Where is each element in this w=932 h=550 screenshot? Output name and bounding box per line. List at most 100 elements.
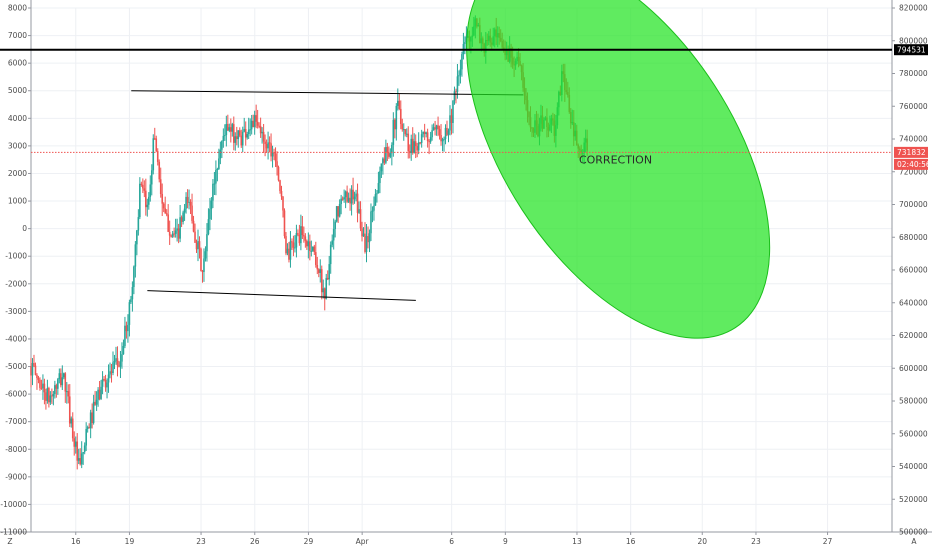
candle-up — [207, 219, 210, 235]
candle-up — [112, 362, 114, 373]
candle-down — [162, 203, 165, 209]
current-price-line-timer-badge — [894, 158, 928, 170]
candle-down — [407, 133, 410, 152]
candle-up — [147, 196, 150, 205]
candle-down — [200, 248, 202, 272]
candle-down — [153, 138, 156, 140]
left-tick-label: 6000 — [8, 59, 27, 68]
candle-up — [152, 138, 155, 171]
candle-down — [361, 228, 363, 237]
candle-up — [376, 193, 378, 195]
candle-down — [155, 138, 158, 152]
candle-up — [329, 244, 332, 265]
candle-down — [306, 240, 308, 247]
candle-down — [264, 141, 266, 145]
candle-up — [97, 389, 99, 400]
resistance-line — [131, 90, 524, 96]
candle-down — [94, 401, 96, 405]
left-tick-label: -1000 — [5, 252, 27, 261]
candle-down — [259, 126, 262, 134]
candle-up — [85, 428, 87, 446]
left-tick-label: -11000 — [0, 528, 27, 537]
candle-up — [392, 119, 395, 145]
candle-up — [425, 132, 427, 135]
candle-down — [145, 190, 147, 208]
candle-up — [385, 147, 387, 163]
candle-down — [356, 193, 359, 213]
right-tick-label: 780000 — [899, 69, 928, 78]
candle-up — [63, 373, 65, 378]
x-tick-label: 27 — [823, 537, 833, 546]
candle-up — [347, 197, 350, 202]
candle-up — [420, 134, 423, 143]
x-tick-label: 26 — [250, 537, 260, 546]
candle-up — [368, 233, 371, 243]
right-tick-label: 620000 — [899, 331, 928, 340]
candle-down — [265, 144, 268, 149]
left-tick-label: -9000 — [5, 472, 27, 481]
candle-up — [294, 247, 296, 249]
candle-up — [83, 445, 86, 453]
x-tick-label: 13 — [572, 537, 582, 546]
candle-up — [250, 120, 253, 130]
current-price-line-badge — [894, 146, 928, 158]
candle-down — [404, 129, 407, 135]
candle-up — [100, 386, 102, 399]
candle-down — [280, 191, 283, 197]
candle-down — [43, 383, 46, 393]
candle-up — [92, 401, 95, 423]
candle-up — [338, 204, 341, 217]
candle-down — [301, 226, 304, 236]
candle-up — [107, 374, 110, 383]
candle-up — [176, 228, 178, 231]
left-tick-label: -5000 — [5, 362, 27, 371]
candle-down — [386, 147, 389, 153]
left-tick-label: -3000 — [5, 307, 27, 316]
candle-down — [194, 231, 196, 243]
candle-down — [401, 123, 404, 130]
candle-up — [128, 302, 131, 325]
candle-up — [350, 189, 353, 204]
right-tick-label: 740000 — [899, 135, 928, 144]
candle-down — [161, 193, 164, 204]
candle-up — [210, 200, 213, 210]
candle-down — [262, 131, 265, 142]
candle-up — [461, 54, 463, 70]
candle-up — [134, 244, 137, 267]
candle-down — [268, 142, 271, 144]
candle-up — [312, 246, 314, 251]
candle-down — [414, 141, 417, 147]
candle-up — [241, 131, 244, 146]
candle-up — [456, 76, 459, 92]
candle-down — [227, 123, 229, 131]
candle-up — [432, 127, 435, 131]
candle-down — [337, 206, 339, 217]
candle-down — [189, 201, 192, 206]
candle-down — [103, 378, 105, 380]
current-price-line-badge-label: 731832 — [897, 148, 926, 157]
candle-up — [221, 141, 223, 150]
candle-up — [213, 183, 216, 185]
candle-up — [247, 129, 250, 135]
candle-up — [89, 412, 92, 429]
candle-down — [455, 91, 457, 93]
candle-up — [127, 324, 129, 332]
candle-down — [256, 121, 259, 126]
candle-down — [240, 135, 243, 146]
candle-up — [453, 91, 456, 101]
candle-up — [246, 134, 249, 138]
candle-down — [156, 151, 159, 162]
candle-up — [150, 170, 153, 185]
x-tick-label: 16 — [71, 537, 81, 546]
candle-down — [142, 184, 144, 189]
candle-down — [320, 269, 323, 293]
candle-down — [341, 198, 344, 200]
candle-up — [101, 378, 104, 387]
candle-down — [279, 180, 281, 192]
candle-down — [270, 143, 272, 157]
candle-up — [271, 152, 274, 157]
candle-up — [422, 131, 424, 135]
candle-up — [174, 230, 177, 234]
candle-up — [219, 149, 222, 159]
